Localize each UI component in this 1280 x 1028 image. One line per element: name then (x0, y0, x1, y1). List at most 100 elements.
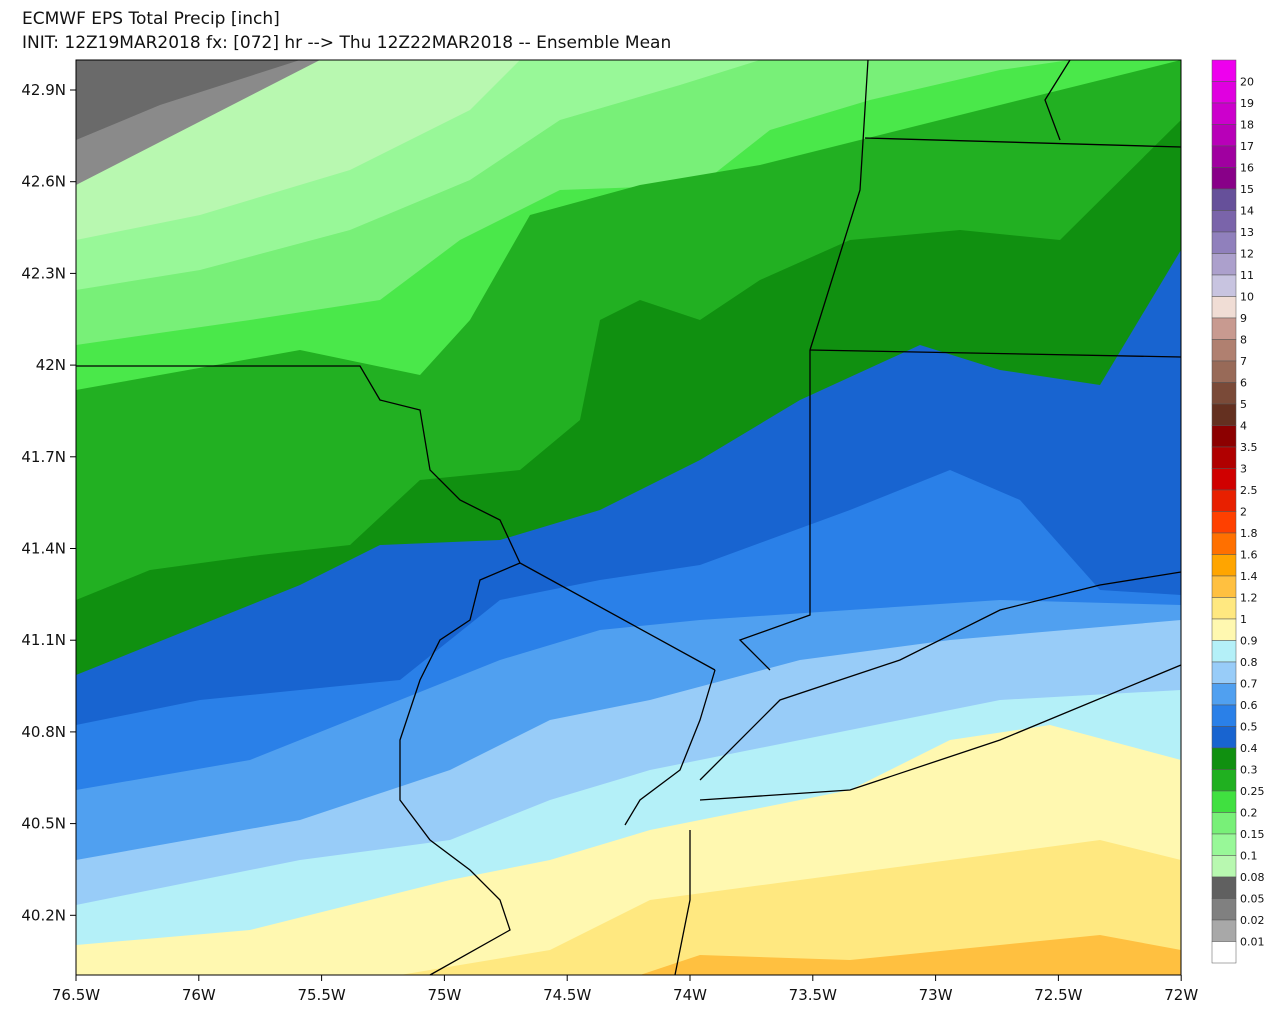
state-border (76, 365, 716, 671)
colorbar-swatch (1211, 855, 1237, 878)
lon-label: 72W (1164, 986, 1198, 1004)
band (76, 60, 300, 140)
colorbar-label: 1.2 (1240, 592, 1258, 605)
lat-label: 40.8N (21, 723, 66, 741)
colorbar-label: 1.6 (1240, 549, 1258, 562)
colorbar-swatch (1211, 812, 1237, 835)
colorbar-label: 12 (1240, 248, 1254, 261)
lat-label: 42N (36, 356, 66, 374)
colorbar-label: 7 (1240, 355, 1247, 368)
coastline (624, 669, 716, 826)
colorbar-swatch (1211, 425, 1237, 448)
colorbar-label: 0.9 (1240, 635, 1258, 648)
colorbar-label: 15 (1240, 183, 1254, 196)
colorbar-swatch (1211, 317, 1237, 340)
colorbar-swatch (1211, 532, 1237, 555)
colorbar-label: 1.8 (1240, 527, 1258, 540)
colorbar-swatch (1211, 360, 1237, 383)
coastline (699, 571, 1182, 781)
colorbar-swatch (1211, 554, 1237, 577)
colorbar-label: 0.8 (1240, 656, 1258, 669)
state-border (809, 59, 869, 351)
lon-label: 73.5W (789, 986, 837, 1004)
colorbar-label: 20 (1240, 76, 1254, 89)
colorbar-swatch (1211, 446, 1237, 469)
colorbar-label: 0.02 (1240, 914, 1265, 927)
colorbar-swatch (1211, 274, 1237, 297)
colorbar-label: 6 (1240, 377, 1247, 390)
colorbar-label: 3.5 (1240, 441, 1258, 454)
colorbar-swatch (1211, 704, 1237, 727)
coastline (699, 664, 1182, 801)
colorbar-label: 5 (1240, 398, 1247, 411)
colorbar-label: 3 (1240, 463, 1247, 476)
state-border (738, 350, 811, 671)
colorbar-swatch (1211, 747, 1237, 770)
colorbar-swatch (1211, 511, 1237, 534)
colorbar-label: 0.05 (1240, 893, 1265, 906)
lat-label: 42.9N (21, 81, 66, 99)
colorbar-label: 0.2 (1240, 807, 1258, 820)
colorbar-swatch (1211, 124, 1237, 147)
colorbar-label: 11 (1240, 269, 1254, 282)
colorbar-swatch (1211, 597, 1237, 620)
lon-label: 74W (673, 986, 707, 1004)
colorbar-swatch (1211, 102, 1237, 125)
colorbar-label: 2.5 (1240, 484, 1258, 497)
lon-label: 75.5W (297, 986, 345, 1004)
colorbar-label: 14 (1240, 205, 1254, 218)
lon-label: 76W (182, 986, 216, 1004)
colorbar-swatch (1211, 468, 1237, 491)
colorbar-swatch (1211, 403, 1237, 426)
lat-label: 40.2N (21, 906, 66, 924)
colorbar-swatch (1211, 253, 1237, 276)
title: ECMWF EPS Total Precip [inch] (22, 9, 280, 29)
colorbar-swatch (1211, 382, 1237, 405)
colorbar-label: 0.25 (1240, 785, 1265, 798)
colorbar-swatch (1211, 898, 1237, 921)
colorbar-label: 1 (1240, 613, 1247, 626)
colorbar-label: 16 (1240, 162, 1254, 175)
colorbar-swatch (1211, 145, 1237, 168)
band (640, 935, 1181, 975)
colorbar-label: 4 (1240, 420, 1247, 433)
colorbar-label: 18 (1240, 119, 1254, 132)
colorbar-label: 0.3 (1240, 764, 1258, 777)
lon-label: 74.5W (543, 986, 591, 1004)
colorbar-swatch (1211, 296, 1237, 319)
band (400, 840, 1181, 975)
colorbar-swatch (1211, 640, 1237, 663)
map (75, 59, 1182, 976)
lat-label: 40.5N (21, 815, 66, 833)
colorbar-swatch (1211, 661, 1237, 684)
lon-label: 75W (427, 986, 461, 1004)
lat-label: 42.3N (21, 264, 66, 282)
colorbar-swatch (1211, 618, 1237, 641)
colorbar-swatch (1211, 167, 1237, 190)
colorbar-swatch (1211, 876, 1237, 899)
state-border (809, 349, 1182, 358)
colorbar-swatch (1211, 231, 1237, 254)
lat-label: 41.7N (21, 448, 66, 466)
map-frame (75, 59, 1182, 976)
lat-label: 41.1N (21, 631, 66, 649)
lon-label: 76.5W (52, 986, 100, 1004)
coastline (674, 830, 691, 976)
colorbar-label: 0.08 (1240, 871, 1265, 884)
colorbar-swatch (1211, 919, 1237, 942)
lon-label: 72.5W (1034, 986, 1082, 1004)
colorbar-label: 0.7 (1240, 678, 1258, 691)
colorbar-label: 13 (1240, 226, 1254, 239)
colorbar-swatch (1211, 726, 1237, 749)
colorbar-label: 2 (1240, 506, 1247, 519)
subtitle: INIT: 12Z19MAR2018 fx: [072] hr --> Thu … (22, 33, 671, 53)
colorbar-label: 0.5 (1240, 721, 1258, 734)
colorbar-label: 0.6 (1240, 699, 1258, 712)
lat-label: 42.6N (21, 173, 66, 191)
colorbar-swatch (1211, 188, 1237, 211)
colorbar-swatch (1211, 941, 1237, 964)
colorbar-label: 8 (1240, 334, 1247, 347)
colorbar-label: 1.4 (1240, 570, 1258, 583)
state-border (399, 562, 521, 976)
colorbar-label: 10 (1240, 291, 1254, 304)
